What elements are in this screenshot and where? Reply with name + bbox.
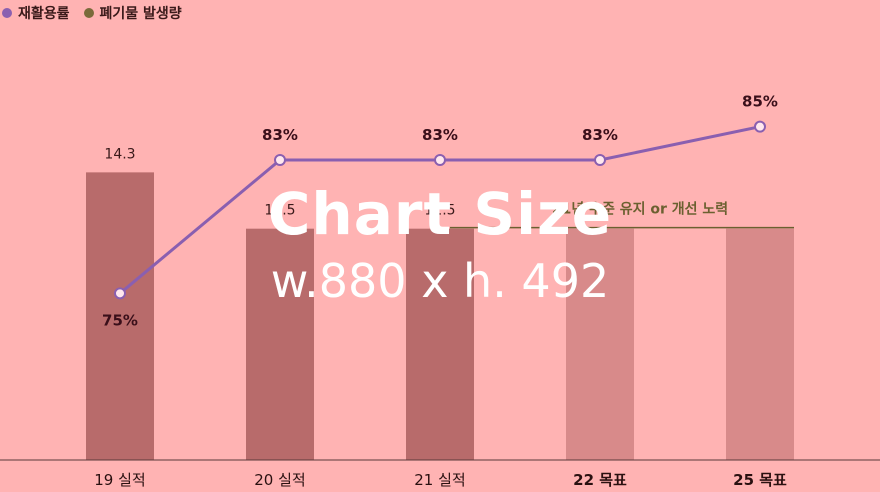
- x-tick-label-4: 25 목표: [733, 471, 787, 489]
- line-point-1: [274, 154, 286, 166]
- line-label-1: 83%: [262, 126, 298, 144]
- bar-1: [246, 228, 314, 460]
- line-point-4: [754, 120, 766, 133]
- bar-3: [566, 228, 634, 460]
- bar-label-1: 11.5: [264, 203, 295, 219]
- line-label-0: 75%: [102, 311, 138, 329]
- line-point-2: [434, 154, 446, 166]
- legend: 재활용률 폐기물 발생량: [2, 3, 182, 23]
- x-tick-label-3: 22 목표: [573, 471, 627, 489]
- bar-2: [406, 228, 474, 460]
- x-tick-label-1: 20 실적: [254, 471, 305, 489]
- bar-label-0: 14.3: [104, 146, 135, 162]
- legend-item-recycling-rate: 재활용률: [2, 3, 70, 23]
- legend-marker-waste-amount: [83, 8, 94, 18]
- bar-4: [726, 228, 794, 460]
- line-label-4: 85%: [742, 93, 778, 111]
- legend-label-waste-amount: 폐기물 발생량: [99, 6, 182, 22]
- x-tick-label-0: 19 실적: [94, 471, 145, 489]
- line-point-0: [114, 287, 126, 300]
- legend-label-recycling-rate: 재활용률: [18, 6, 70, 22]
- line-point-3: [594, 154, 606, 166]
- x-tick-label-2: 21 실적: [414, 471, 465, 489]
- line-label-2: 83%: [422, 126, 458, 144]
- bar-0: [86, 172, 154, 460]
- line-label-3: 83%: [582, 126, 618, 144]
- annotation-text: 21년 수준 유지 or 개선 노력: [552, 202, 728, 218]
- legend-item-waste-amount: 폐기물 발생량: [83, 3, 182, 23]
- bar-label-2: 11.5: [424, 203, 455, 219]
- legend-marker-recycling-rate: [2, 8, 12, 18]
